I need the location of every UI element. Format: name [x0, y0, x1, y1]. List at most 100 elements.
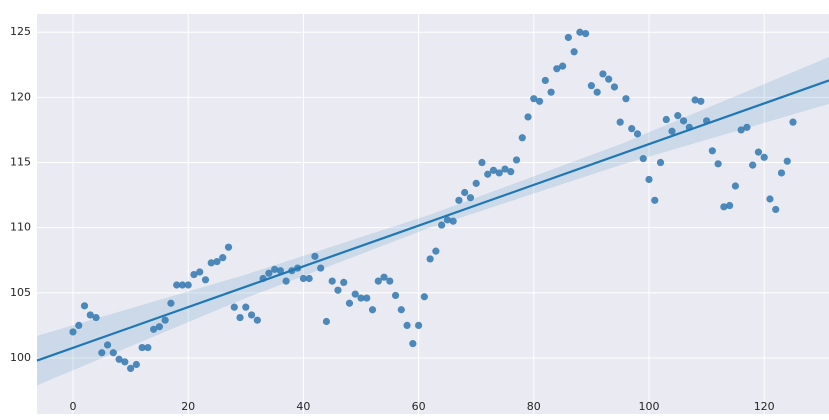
data-point — [645, 175, 653, 184]
data-point — [651, 196, 659, 204]
data-point — [461, 188, 469, 197]
data-point — [150, 325, 158, 333]
data-point — [340, 278, 348, 287]
data-point — [570, 48, 578, 56]
data-point — [639, 155, 647, 163]
x-tick-label: 100 — [639, 400, 660, 413]
data-point — [662, 115, 670, 124]
data-point — [443, 216, 451, 224]
data-point — [610, 83, 619, 91]
data-point — [374, 277, 382, 285]
data-point — [178, 281, 187, 289]
data-point — [530, 95, 538, 103]
data-point — [138, 343, 146, 352]
data-point — [380, 273, 388, 281]
data-point — [253, 316, 261, 324]
data-point — [432, 247, 440, 255]
data-point — [633, 130, 642, 138]
data-point — [691, 96, 699, 104]
data-point — [357, 294, 365, 302]
data-point — [121, 358, 129, 366]
data-point — [668, 127, 676, 135]
data-point — [397, 306, 405, 314]
y-tick-label: 120 — [10, 90, 31, 103]
data-point — [271, 265, 279, 273]
y-tick-label: 110 — [10, 221, 31, 234]
y-tick-label: 100 — [10, 351, 31, 364]
data-point — [173, 281, 181, 289]
data-point — [242, 303, 250, 311]
data-point — [403, 321, 411, 330]
x-tick-label: 80 — [527, 400, 541, 413]
data-point — [524, 113, 532, 121]
data-point — [674, 112, 682, 120]
data-point — [201, 276, 210, 284]
data-point — [391, 291, 400, 300]
data-point — [265, 269, 273, 277]
data-point — [368, 306, 377, 314]
data-point — [766, 195, 774, 203]
data-point — [345, 299, 354, 307]
data-point — [363, 294, 371, 302]
data-point — [777, 169, 786, 177]
data-point — [80, 302, 89, 310]
data-point — [582, 29, 590, 38]
data-point — [559, 62, 567, 70]
x-tick-label: 20 — [181, 400, 195, 413]
data-point — [115, 355, 123, 363]
data-point — [351, 290, 359, 298]
data-point — [535, 97, 544, 105]
data-point — [213, 257, 221, 266]
data-point — [386, 277, 394, 285]
data-point — [489, 166, 498, 174]
x-tick-label: 120 — [754, 400, 775, 413]
data-point — [616, 118, 624, 126]
x-tick-label: 0 — [70, 400, 77, 413]
data-point — [501, 165, 509, 173]
data-point — [754, 148, 763, 156]
data-point — [547, 88, 555, 96]
data-point — [749, 161, 757, 169]
data-point — [512, 156, 521, 164]
data-point — [155, 323, 163, 331]
data-point — [207, 259, 215, 267]
data-point — [593, 88, 601, 96]
data-point — [230, 303, 238, 311]
data-point — [75, 321, 83, 330]
data-point — [98, 349, 106, 357]
regression-line — [36, 79, 829, 362]
data-point — [576, 28, 584, 36]
data-point — [311, 252, 319, 260]
data-point — [731, 182, 740, 190]
data-point — [334, 286, 342, 294]
data-point — [605, 75, 613, 83]
data-point — [299, 274, 307, 283]
data-point — [679, 117, 688, 125]
data-point — [743, 123, 751, 131]
data-point — [409, 340, 417, 348]
data-point — [656, 158, 665, 167]
plot-area — [37, 14, 829, 414]
data-point — [789, 118, 797, 126]
data-point — [167, 299, 175, 307]
data-point — [305, 274, 313, 283]
data-point — [720, 203, 728, 211]
data-point — [86, 311, 94, 319]
data-point — [415, 321, 423, 330]
data-point — [438, 221, 446, 229]
data-point — [190, 270, 198, 279]
data-point — [726, 201, 734, 210]
data-point — [507, 168, 515, 176]
data-point — [697, 97, 705, 105]
data-point — [236, 313, 244, 322]
data-point — [109, 349, 117, 357]
data-point — [69, 328, 77, 336]
data-point — [783, 157, 791, 165]
data-point — [564, 33, 572, 42]
data-point — [161, 316, 169, 324]
data-point — [276, 267, 284, 275]
data-point — [714, 160, 722, 168]
data-point — [449, 217, 457, 225]
data-point — [322, 317, 331, 326]
